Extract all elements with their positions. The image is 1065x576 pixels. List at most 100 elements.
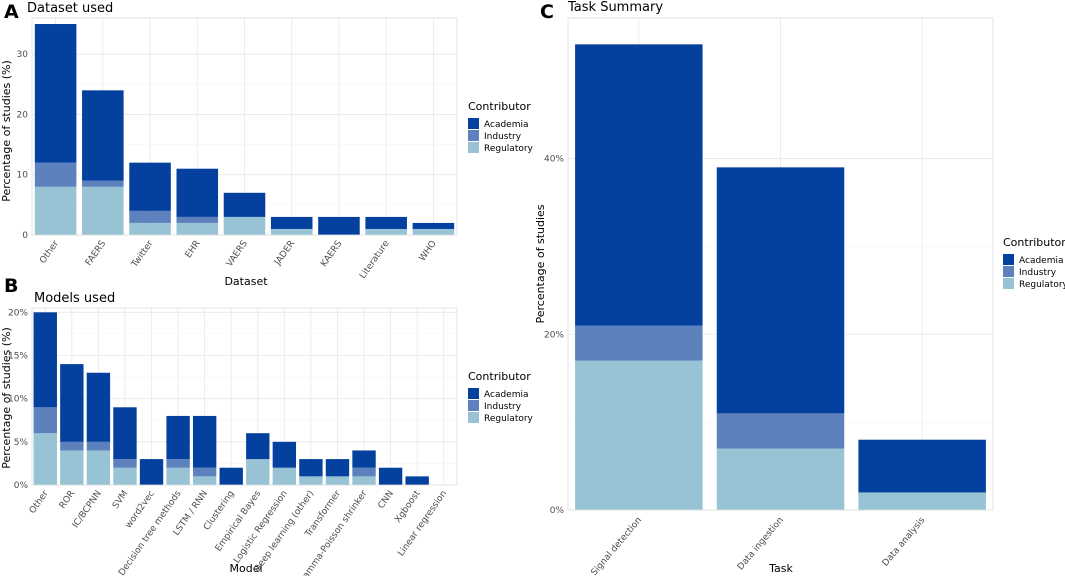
bar-transformer-academia [325,459,350,477]
legend-label-academia: Academia [484,390,529,400]
bar-logistic-regression-academia [272,441,297,468]
panel-b-y-title: Percentage of studies (%) [0,327,13,469]
bar-vaers-regulatory [223,216,266,235]
legend-label-regulatory: Regulatory [1019,280,1065,290]
panel-a-legend: Contributor Academia Industry Regulatory [468,100,534,154]
legend-swatch-industry [468,400,479,411]
bar-signal-detection-academia [575,44,703,326]
bar-data-analysis-academia [858,439,986,493]
panel-b-plot-area [31,307,458,486]
panel-b-y-tick-label: 15% [8,351,28,361]
bar-twitter-academia [129,162,171,211]
bar-twitter-industry [129,210,171,223]
bar-xgboost-academia [405,476,429,485]
panel-c-task-chart: C Task Summary Task Percentage of studie… [534,0,1065,576]
panel-a-y-tick-label: 0 [22,231,28,241]
panel-a-y-tick-label: 10 [17,171,29,181]
bar-twitter-regulatory [129,222,171,235]
bar-decision-tree-methods-regulatory [166,467,190,485]
panel-b-x-tick-ror: ROR [58,489,77,511]
bar-who-regulatory [412,228,455,235]
bar-data-analysis-regulatory [858,492,986,510]
bar-ror-academia [60,364,84,442]
bar-ehr-regulatory [176,222,219,235]
panel-c-y-tick-label: 0% [550,506,565,516]
panel-a-x-tick-ehr: EHR [184,239,203,260]
panel-b-title: Models used [34,291,115,306]
panel-letter-c: C [540,1,554,23]
bar-literature-academia [365,216,407,229]
bar-word2vec-academia [139,459,164,485]
panel-c-legend: Contributor Academia Industry Regulatory [1003,236,1065,290]
panel-a-x-tick-other: Other [38,239,61,266]
bar-clustering-academia [219,467,243,485]
bar-ic-bcpnn-academia [86,372,111,442]
panel-b-x-tick-linear-regression: Linear regression [396,489,449,558]
bar-ehr-academia [176,168,219,217]
bar-jader-regulatory [270,228,313,235]
legend-swatch-academia [468,118,479,129]
bar-kaers-academia [318,216,360,235]
panel-a-y-tick-label: 20 [17,110,29,120]
panel-a-x-tick-vaers: VAERS [225,239,250,269]
bar-gamma-poisson-shrinker-academia [352,450,376,468]
panel-a-x-tick-kaers: KAERS [319,239,344,269]
legend-title: Contributor [1003,236,1065,249]
legend-title: Contributor [468,100,531,113]
bar-cnn-academia [378,467,403,485]
panel-a-x-tick-faers: FAERS [84,239,109,268]
panel-letter-b: B [4,275,18,297]
panel-b-y-tick-label: 0% [14,481,29,491]
bar-faers-regulatory [82,186,124,235]
bar-svm-academia [113,407,137,460]
panel-b-x-tick-xgboost: Xgboost [393,489,423,525]
legend-swatch-industry [468,130,479,141]
panel-a-x-title: Dataset [224,275,268,288]
panel-a-frame [31,17,458,236]
bar-other-academia [34,24,77,163]
bar-data-ingestion-regulatory [716,448,845,510]
panel-a-y-tick-label: 30 [17,50,29,60]
panel-a-y-title: Percentage of studies (%) [0,60,13,202]
bar-ror-industry [60,441,84,451]
bar-ehr-industry [176,216,219,223]
bar-faers-academia [82,90,124,181]
panel-a-title: Dataset used [27,1,113,16]
bar-gamma-poisson-shrinker-industry [352,467,376,477]
bar-empirical-bayes-academia [246,433,270,460]
panel-c-x-tick-signal-detection: Signal detection [590,516,645,576]
bar-transformer-regulatory [325,476,350,485]
panel-a-x-tick-literature: Literature [358,239,392,281]
bar-svm-industry [113,459,137,468]
panel-b-y-tick-label: 20% [8,308,28,318]
legend-label-industry: Industry [1019,268,1057,278]
bar-data-ingestion-academia [716,167,845,414]
bar-jader-academia [270,216,313,229]
panel-c-frame [567,17,994,511]
panel-b-frame [31,307,458,486]
legend-swatch-industry [1003,266,1014,277]
bar-ic-bcpnn-industry [86,441,111,451]
legend-swatch-regulatory [468,142,479,153]
legend-label-academia: Academia [1019,256,1064,266]
panel-c-x-title: Task [768,562,793,575]
bar-other-industry [33,407,57,434]
legend-label-academia: Academia [484,120,529,130]
bar-lstm-rnn-academia [192,415,217,468]
panel-b-x-title: Model [229,562,262,575]
panel-c-title: Task Summary [567,0,663,15]
bar-data-ingestion-industry [716,413,845,449]
bar-other-academia [33,312,57,408]
bar-who-academia [412,222,455,229]
legend-swatch-academia [1003,254,1014,265]
panel-a-x-tick-twitter: Twitter [129,239,155,271]
legend-swatch-regulatory [1003,278,1014,289]
bar-ic-bcpnn-regulatory [86,450,111,485]
bar-other-regulatory [34,186,77,235]
bar-logistic-regression-regulatory [272,467,297,485]
bar-faers-industry [82,180,124,187]
bar-signal-detection-regulatory [575,360,703,510]
panel-c-y-tick-label: 40% [544,155,564,165]
panel-b-legend: Contributor Academia Industry Regulatory [468,370,534,424]
